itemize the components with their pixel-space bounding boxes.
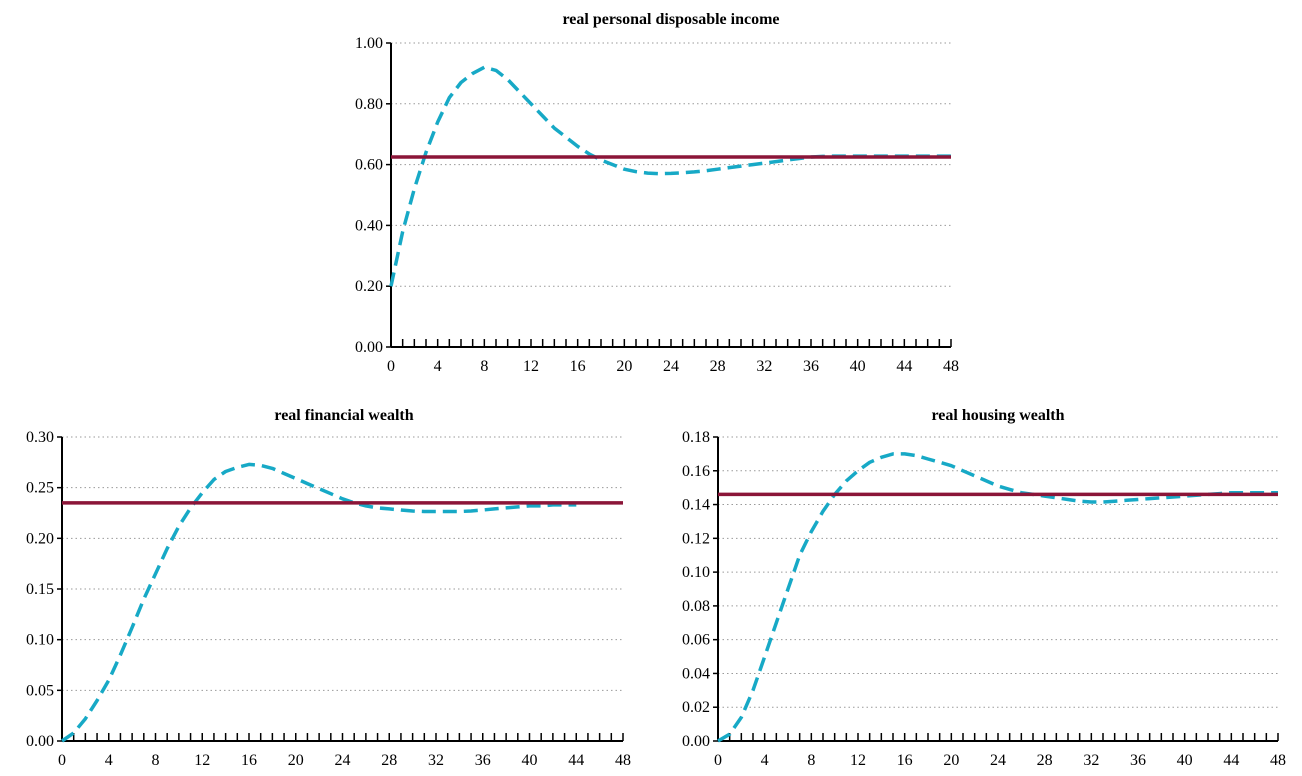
- x-tick-label: 40: [522, 752, 538, 769]
- x-tick-label: 44: [896, 358, 912, 375]
- x-tick-label: 24: [990, 752, 1006, 769]
- x-tick-label: 16: [241, 752, 257, 769]
- x-tick-label: 44: [1223, 752, 1239, 769]
- y-tick-label: 0.25: [26, 480, 54, 497]
- x-tick-label: 48: [615, 752, 631, 769]
- y-tick-label: 1.00: [355, 35, 383, 52]
- chart-real-financial-wealth: real financial wealth 0.00 0.05 0.10 0.15 0.…: [26, 407, 631, 769]
- series-line-dashed: [717, 452, 1278, 743]
- y-tick-label: 0.00: [355, 339, 383, 356]
- y-tick-label: 0.02: [682, 699, 710, 716]
- chart-title: real personal disposable income: [562, 11, 779, 28]
- x-tick-label: 16: [897, 752, 913, 769]
- x-tick-label: 32: [428, 752, 444, 769]
- x-tick-label: 32: [1083, 752, 1099, 769]
- x-tick-label: 32: [756, 358, 772, 375]
- y-tick-label: 0.60: [355, 157, 383, 174]
- y-tick-label: 0.20: [26, 530, 54, 547]
- x-tick-label: 20: [943, 752, 959, 769]
- x-tick-label: 8: [152, 752, 160, 769]
- x-tick-label: 40: [850, 358, 866, 375]
- y-tick-label: 0.80: [355, 96, 383, 113]
- x-tick-label: 44: [568, 752, 584, 769]
- y-tick-label: 0.08: [682, 598, 710, 615]
- y-tick-label: 0.16: [682, 463, 710, 480]
- y-tick-label: 0.14: [682, 497, 710, 514]
- x-tick-label: 48: [943, 358, 959, 375]
- y-tick-label: 0.30: [26, 429, 54, 446]
- y-tick-label: 0.00: [682, 733, 710, 750]
- y-tick-label: 0.05: [26, 682, 54, 699]
- x-tick-label: 0: [58, 752, 66, 769]
- x-tick-label: 12: [523, 358, 539, 375]
- y-tick-label: 0.00: [26, 733, 54, 750]
- x-tick-label: 20: [288, 752, 304, 769]
- y-tick-label: 0.15: [26, 581, 54, 598]
- x-tick-label: 8: [480, 358, 488, 375]
- x-tick-label: 0: [714, 752, 722, 769]
- x-tick-label: 20: [616, 358, 632, 375]
- y-tick-label: 0.20: [355, 278, 383, 295]
- x-tick-label: 28: [1037, 752, 1053, 769]
- chart-real-personal-disposable-income: real personal disposable income 0.00 0.20…: [355, 11, 959, 375]
- x-tick-label: 8: [807, 752, 815, 769]
- chart-title: real financial wealth: [274, 407, 413, 424]
- series-line-dashed: [389, 65, 951, 287]
- y-tick-label: 0.10: [26, 632, 54, 649]
- y-tick-label: 0.10: [682, 564, 710, 581]
- chart-real-housing-wealth: real housing wealth 0.00 0.02 0.04 0.06 0.08…: [682, 407, 1286, 769]
- x-tick-label: 24: [663, 358, 679, 375]
- x-tick-label: 4: [105, 752, 113, 769]
- x-tick-label: 16: [570, 358, 586, 375]
- x-tick-label: 4: [761, 752, 769, 769]
- x-tick-label: 36: [475, 752, 491, 769]
- y-tick-label: 0.40: [355, 217, 383, 234]
- x-tick-label: 40: [1177, 752, 1193, 769]
- x-tick-label: 36: [803, 358, 819, 375]
- y-tick-label: 0.18: [682, 429, 710, 446]
- x-tick-label: 36: [1130, 752, 1146, 769]
- x-tick-label: 28: [381, 752, 397, 769]
- x-tick-label: 12: [850, 752, 866, 769]
- x-tick-label: 28: [710, 358, 726, 375]
- x-tick-label: 0: [387, 358, 395, 375]
- y-tick-label: 0.04: [682, 665, 710, 682]
- x-tick-label: 24: [335, 752, 351, 769]
- y-tick-label: 0.06: [682, 632, 710, 649]
- x-tick-label: 12: [194, 752, 210, 769]
- y-tick-label: 0.12: [682, 530, 710, 547]
- chart-title: real housing wealth: [931, 407, 1064, 424]
- x-tick-label: 48: [1270, 752, 1286, 769]
- x-tick-label: 4: [434, 358, 442, 375]
- series-line-dashed: [61, 462, 577, 743]
